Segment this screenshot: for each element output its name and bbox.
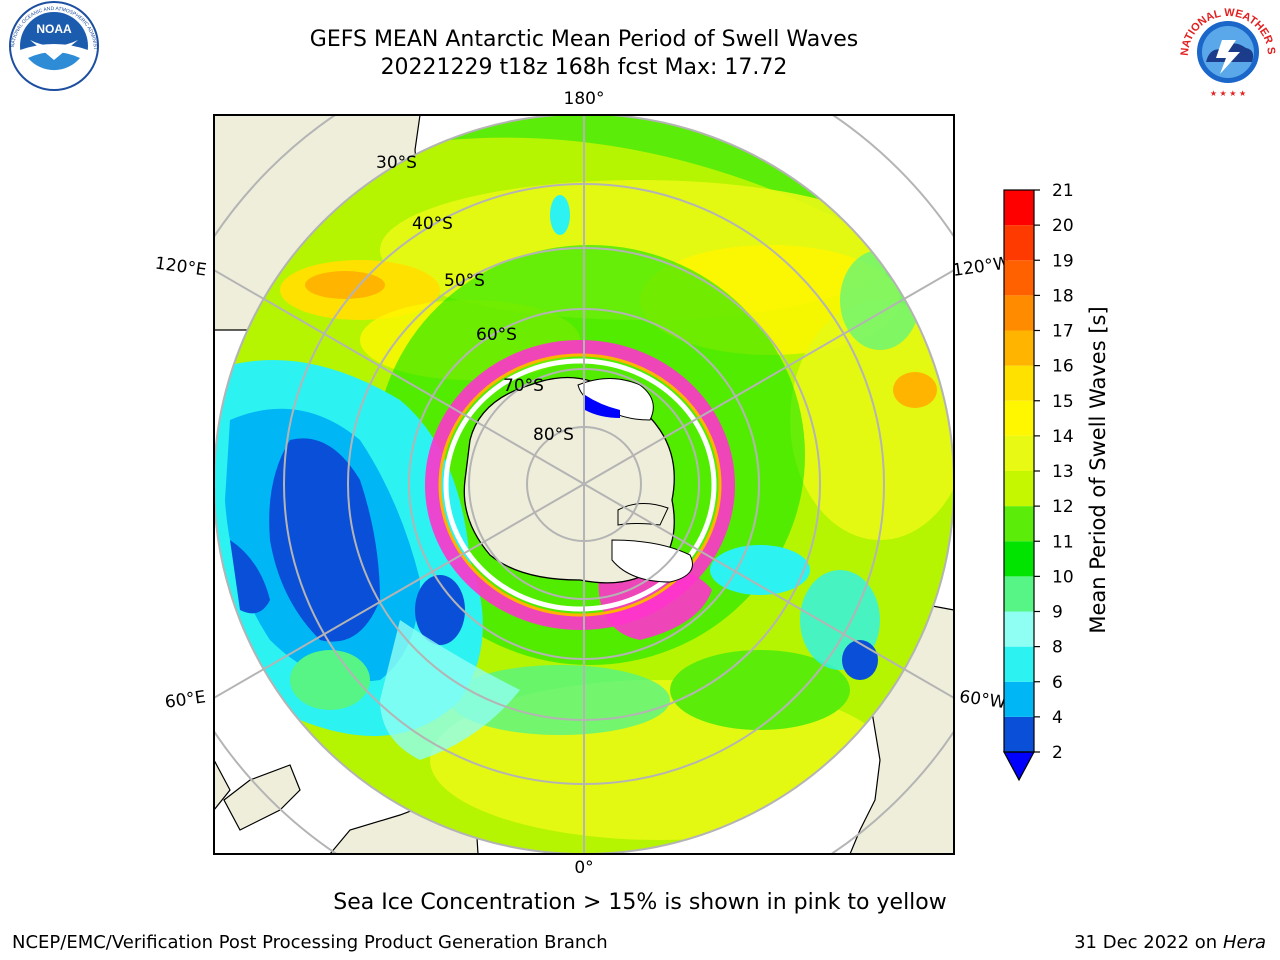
colorbar-tick-label: 21 [1052, 181, 1074, 201]
colorbar-tick-label: 4 [1052, 708, 1063, 728]
colorbar-tick-label: 16 [1052, 357, 1074, 377]
run-date: 31 Dec 2022 on Hera [1074, 932, 1266, 953]
lon-label-180: 180° [564, 89, 605, 109]
colorbar-tick-label: 14 [1052, 427, 1074, 447]
colorbar-tick-label: 8 [1052, 638, 1063, 658]
colorbar-segment [1004, 576, 1034, 612]
nws-logo: NATIONAL WEATHER SERVICE ★ ★ ★ ★ [0, 0, 1277, 100]
colorbar-tick-label: 19 [1052, 251, 1074, 271]
lon-label-120w: 120°W [951, 253, 1011, 281]
run-date-text: 31 Dec 2022 on [1074, 932, 1218, 953]
colorbar-tick-label: 2 [1052, 743, 1063, 763]
lon-label-0: 0° [574, 858, 593, 878]
chart-subtitle: 20221229 t18z 168h fcst Max: 17.72 [380, 55, 788, 80]
colorbar-segment [1004, 471, 1034, 507]
swell-period-field [214, 115, 954, 854]
lat-label-40s: 40°S [412, 214, 453, 234]
lat-label-80s: 80°S [533, 425, 574, 445]
colorbar-tick-label: 6 [1052, 673, 1063, 693]
svg-text:NATIONAL WEATHER SERVICE: NATIONAL WEATHER SERVICE [0, 0, 1277, 56]
colorbar-segment [1004, 611, 1034, 647]
lat-label-50s: 50°S [444, 271, 485, 291]
lon-label-60w: 60°W [958, 687, 1007, 713]
chart-title: GEFS MEAN Antarctic Mean Period of Swell… [309, 27, 859, 52]
colorbar-tick-label: 15 [1052, 392, 1074, 412]
colorbar-segment [1004, 646, 1034, 682]
colorbar-tick-label: 9 [1052, 603, 1063, 623]
colorbar-tick-label: 10 [1052, 567, 1074, 587]
colorbar-extend-arrow [1002, 751, 1036, 782]
colorbar-tick-label: 11 [1052, 532, 1074, 552]
colorbar-segment [1004, 681, 1034, 717]
svg-text:★ ★ ★ ★: ★ ★ ★ ★ [1210, 89, 1246, 98]
colorbar-segment [1004, 225, 1034, 261]
lon-label-60e: 60°E [164, 687, 207, 712]
lon-label-120e: 120°E [154, 254, 208, 281]
colorbar-tick-label: 18 [1052, 286, 1074, 306]
run-host: Hera [1222, 932, 1266, 953]
colorbar-segment [1004, 330, 1034, 366]
lat-label-70s: 70°S [503, 376, 544, 396]
map-area: 30°S 40°S 50°S 60°S 70°S 80°S [214, 115, 954, 854]
colorbar-segment [1004, 435, 1034, 471]
colorbar-label: Mean Period of Swell Waves [s] [1086, 306, 1110, 633]
latitude-labels: 30°S 40°S 50°S 60°S 70°S 80°S [376, 153, 574, 445]
colorbar-segment [1004, 541, 1034, 577]
noaa-logo: NOAA NATIONAL OCEANIC AND ATMOSPHERIC AD… [0, 0, 99, 91]
colorbar: 2 4 6 8 9 10 11 12 13 14 15 16 17 18 19 20 21 [1002, 181, 1074, 782]
colorbar-tick-label: 12 [1052, 497, 1074, 517]
colorbar-tick-label: 13 [1052, 462, 1074, 482]
noaa-logo-text: NOAA [36, 22, 72, 36]
lat-label-30s: 30°S [376, 153, 417, 173]
credit-text: NCEP/EMC/Verification Post Processing Pr… [12, 932, 608, 953]
colorbar-segment [1004, 295, 1034, 331]
sea-ice-note: Sea Ice Concentration > 15% is shown in … [333, 890, 947, 915]
colorbar-segment [1004, 506, 1034, 542]
colorbar-segment [1004, 260, 1034, 296]
colorbar-tick-label: 20 [1052, 216, 1074, 236]
colorbar-segment [1004, 190, 1034, 226]
lat-label-60s: 60°S [476, 325, 517, 345]
map-frame [213, 114, 955, 855]
colorbar-segment [1004, 716, 1034, 752]
colorbar-segment [1004, 365, 1034, 401]
colorbar-segment [1004, 400, 1034, 436]
colorbar-tick-label: 17 [1052, 322, 1074, 342]
graticule [214, 115, 954, 854]
